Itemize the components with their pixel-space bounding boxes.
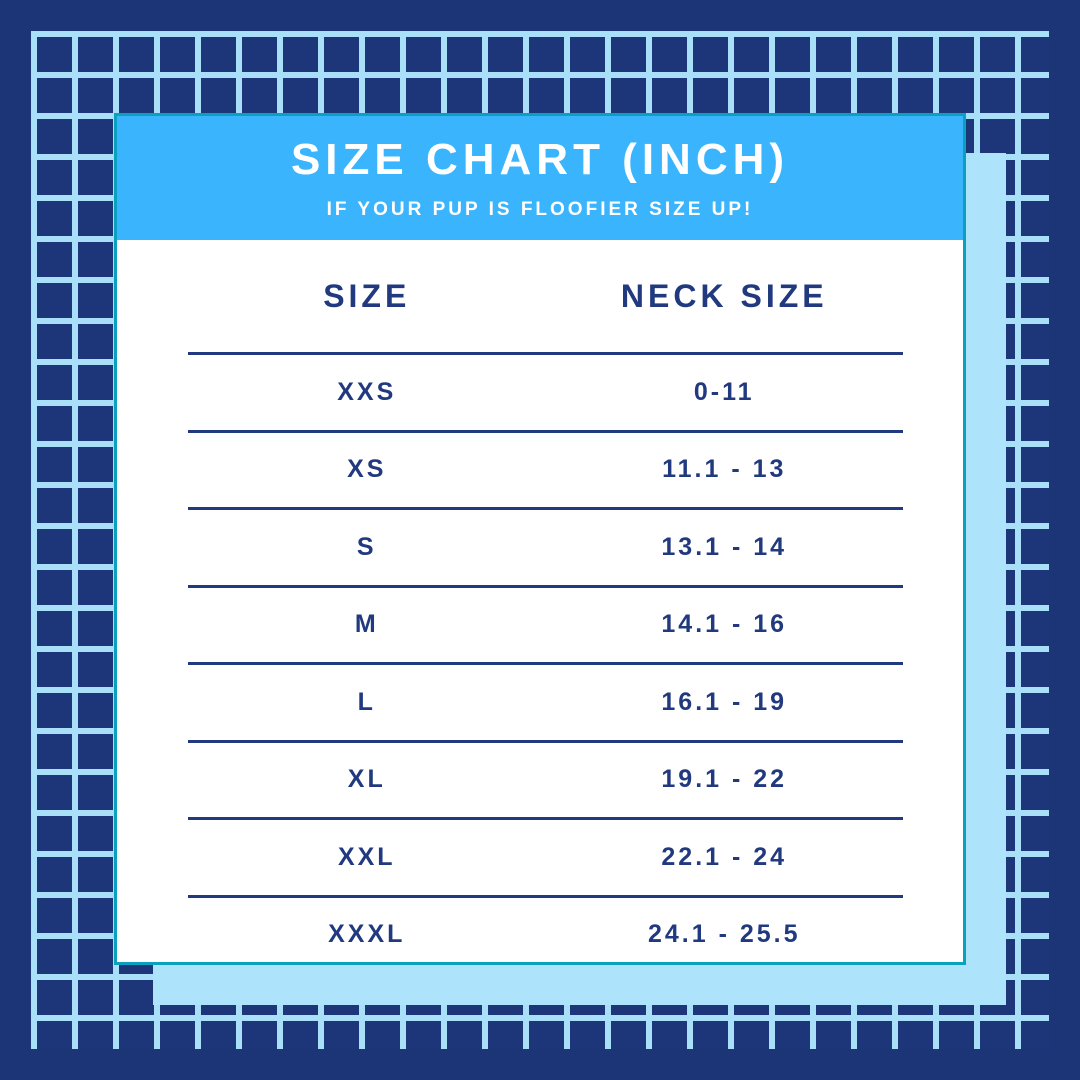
column-header-neck-size: NECK SIZE xyxy=(620,278,828,314)
table-row: M 14.1 - 16 xyxy=(188,584,903,663)
column-header-size: SIZE xyxy=(323,278,411,314)
table-row: XXL 22.1 - 24 xyxy=(188,817,903,895)
neck-size-cell: 13.1 - 14 xyxy=(661,532,788,561)
table-row: XL 19.1 - 22 xyxy=(188,739,903,818)
size-table: SIZE NECK SIZE XXS 0-11 XS 11.1 - 13 S 1… xyxy=(188,240,903,972)
size-cell: M xyxy=(354,610,379,639)
size-cell: S xyxy=(356,532,377,561)
size-cell: XXS xyxy=(337,377,397,406)
size-cell: XXXL xyxy=(328,920,406,949)
neck-size-cell: 16.1 - 19 xyxy=(661,687,788,716)
size-cell: XL xyxy=(347,765,386,794)
table-row: XS 11.1 - 13 xyxy=(188,429,903,508)
size-cell: L xyxy=(357,687,376,716)
chart-title: SIZE CHART (INCH) xyxy=(290,135,790,184)
neck-size-cell: 22.1 - 24 xyxy=(661,842,788,871)
neck-size-cell: 14.1 - 16 xyxy=(661,610,788,639)
neck-size-cell: 0-11 xyxy=(693,377,755,406)
table-header-row: SIZE NECK SIZE xyxy=(188,240,903,352)
neck-size-cell: 24.1 - 25.5 xyxy=(647,920,801,949)
table-row: XXS 0-11 xyxy=(188,352,903,430)
table-row: XXXL 24.1 - 25.5 xyxy=(188,894,903,973)
size-cell: XS xyxy=(347,455,387,484)
size-chart-card: SIZE CHART (INCH) IF YOUR PUP IS FLOOFIE… xyxy=(114,113,966,965)
table-row: S 13.1 - 14 xyxy=(188,507,903,585)
neck-size-cell: 19.1 - 22 xyxy=(661,765,788,794)
size-cell: XXL xyxy=(337,842,396,871)
chart-subtitle: IF YOUR PUP IS FLOOFIER SIZE UP! xyxy=(326,199,754,220)
neck-size-cell: 11.1 - 13 xyxy=(662,455,787,484)
table-row: L 16.1 - 19 xyxy=(188,662,903,740)
card-header: SIZE CHART (INCH) IF YOUR PUP IS FLOOFIE… xyxy=(117,116,963,240)
